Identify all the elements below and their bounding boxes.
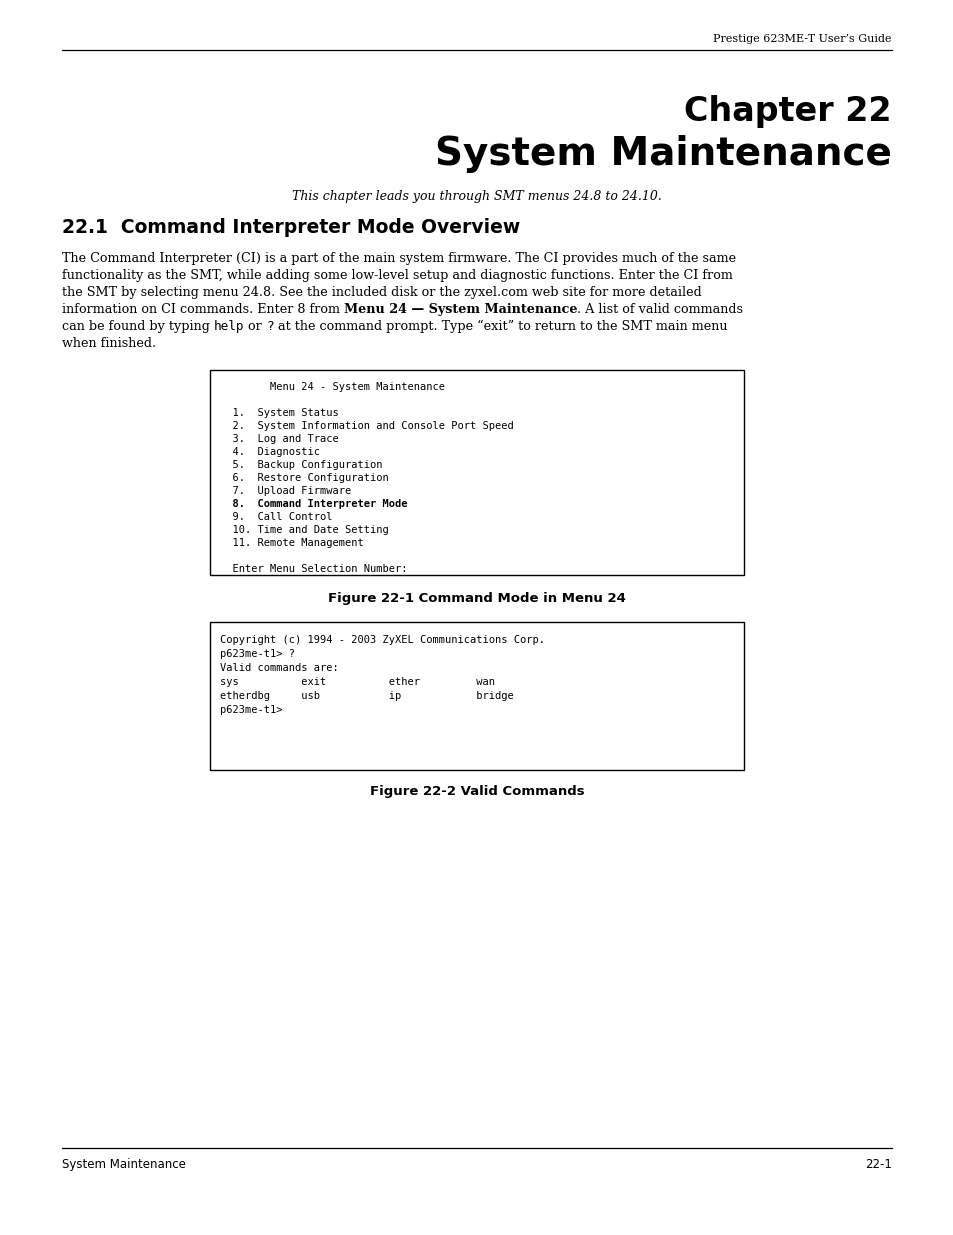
Text: Menu 24 — System Maintenance: Menu 24 — System Maintenance — [344, 303, 577, 316]
Text: Menu 24 - System Maintenance: Menu 24 - System Maintenance — [220, 382, 444, 391]
Text: can be found by typing: can be found by typing — [62, 320, 213, 333]
Text: the SMT by selecting menu 24.8. See the included disk or the zyxel.com web site : the SMT by selecting menu 24.8. See the … — [62, 287, 701, 299]
Text: 8.  Command Interpreter Mode: 8. Command Interpreter Mode — [220, 499, 407, 509]
Text: 2.  System Information and Console Port Speed: 2. System Information and Console Port S… — [220, 421, 514, 431]
Bar — [210, 622, 743, 769]
Text: Figure 22-2 Valid Commands: Figure 22-2 Valid Commands — [370, 785, 583, 798]
Text: Prestige 623ME-T User’s Guide: Prestige 623ME-T User’s Guide — [713, 35, 891, 44]
Text: or: or — [244, 320, 266, 333]
Text: 5.  Backup Configuration: 5. Backup Configuration — [220, 459, 382, 471]
Text: etherdbg     usb           ip            bridge: etherdbg usb ip bridge — [220, 692, 514, 701]
Text: sys          exit          ether         wan: sys exit ether wan — [220, 677, 495, 687]
Text: Enter Menu Selection Number:: Enter Menu Selection Number: — [220, 564, 407, 574]
Text: The Command Interpreter (CI) is a part of the main system firmware. The CI provi: The Command Interpreter (CI) is a part o… — [62, 252, 736, 266]
Text: when finished.: when finished. — [62, 337, 156, 350]
Text: 9.  Call Control: 9. Call Control — [220, 513, 333, 522]
Text: 6.  Restore Configuration: 6. Restore Configuration — [220, 473, 388, 483]
Text: 3.  Log and Trace: 3. Log and Trace — [220, 433, 338, 445]
Text: information on CI commands. Enter 8 from: information on CI commands. Enter 8 from — [62, 303, 344, 316]
Text: Valid commands are:: Valid commands are: — [220, 663, 338, 673]
Text: . A list of valid commands: . A list of valid commands — [577, 303, 742, 316]
Text: at the command prompt. Type “exit” to return to the SMT main menu: at the command prompt. Type “exit” to re… — [274, 320, 726, 333]
Text: 11. Remote Management: 11. Remote Management — [220, 538, 363, 548]
Text: 10. Time and Date Setting: 10. Time and Date Setting — [220, 525, 388, 535]
Text: 1.  System Status: 1. System Status — [220, 408, 338, 417]
Text: 7.  Upload Firmware: 7. Upload Firmware — [220, 487, 351, 496]
Text: p623me-t1>: p623me-t1> — [220, 705, 282, 715]
Text: This chapter leads you through SMT menus 24.8 to 24.10.: This chapter leads you through SMT menus… — [292, 190, 661, 203]
Text: ?: ? — [266, 320, 274, 333]
Text: functionality as the SMT, while adding some low-level setup and diagnostic funct: functionality as the SMT, while adding s… — [62, 269, 732, 282]
Text: System Maintenance: System Maintenance — [62, 1158, 186, 1171]
Text: help: help — [213, 320, 244, 333]
Bar — [210, 370, 743, 576]
Text: 22-1: 22-1 — [864, 1158, 891, 1171]
Text: Chapter 22: Chapter 22 — [684, 95, 891, 128]
Text: System Maintenance: System Maintenance — [435, 135, 891, 173]
Text: 22.1  Command Interpreter Mode Overview: 22.1 Command Interpreter Mode Overview — [62, 219, 519, 237]
Text: Copyright (c) 1994 - 2003 ZyXEL Communications Corp.: Copyright (c) 1994 - 2003 ZyXEL Communic… — [220, 635, 544, 645]
Text: p623me-t1> ?: p623me-t1> ? — [220, 650, 294, 659]
Text: Figure 22-1 Command Mode in Menu 24: Figure 22-1 Command Mode in Menu 24 — [328, 592, 625, 605]
Text: 4.  Diagnostic: 4. Diagnostic — [220, 447, 319, 457]
